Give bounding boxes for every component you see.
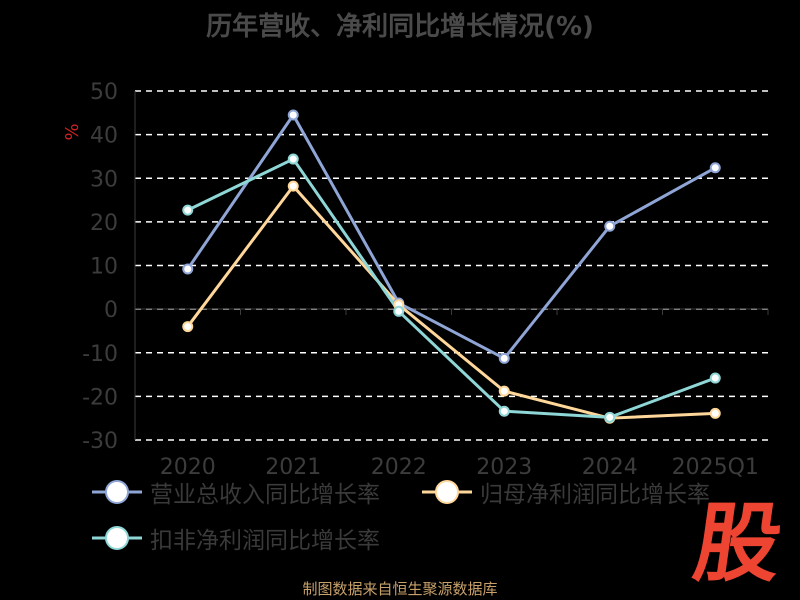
data-point — [498, 385, 510, 397]
data-point — [604, 411, 616, 423]
legend-label: 营业总收入同比增长率 — [150, 482, 380, 508]
x-tick-label: 2020 — [160, 455, 216, 480]
y-tick-label: 40 — [90, 124, 118, 149]
y-tick-label: -10 — [82, 342, 118, 367]
legend-swatch-icon — [92, 480, 142, 504]
legend-item: 扣非净利润同比增长率 — [92, 518, 380, 558]
grid-lines — [135, 90, 768, 441]
data-point — [604, 220, 616, 232]
data-point — [498, 352, 510, 364]
x-tick-label: 2023 — [476, 455, 532, 480]
legend-item: 归母净利润同比增长率 — [422, 472, 710, 512]
series-line — [186, 113, 716, 360]
series-line — [187, 157, 716, 419]
y-tick-label: 10 — [90, 255, 118, 280]
axes: 50 40 30 20 10 0 -10 -20 -30 2020 2021 2022 2023 2024… — [62, 80, 769, 480]
legend-label: 归母净利润同比增长率 — [480, 482, 710, 508]
y-tick-label: -30 — [82, 429, 118, 454]
x-tick-label: 2025Q1 — [672, 455, 759, 480]
data-point — [287, 109, 299, 121]
y-tick-label: 20 — [90, 211, 118, 236]
y-tick-label: 30 — [90, 167, 118, 192]
series-lines — [182, 109, 721, 424]
source-note: 制图数据来自恒生聚源数据库 — [302, 580, 498, 598]
y-tick-label: -20 — [82, 385, 118, 410]
y-axis-label: % — [62, 123, 83, 140]
data-point — [709, 407, 721, 419]
y-tick-label: 50 — [90, 80, 118, 105]
x-tick-label: 2021 — [265, 455, 321, 480]
y-tick-label: 0 — [104, 298, 118, 323]
x-tick-label: 2022 — [371, 455, 427, 480]
legend-swatch-icon — [422, 480, 472, 504]
data-point — [709, 372, 721, 384]
data-point — [182, 321, 194, 333]
logo-badge: 股 — [687, 494, 789, 594]
data-point — [393, 305, 405, 317]
legend-item: 营业总收入同比增长率 — [92, 472, 380, 512]
data-point — [498, 405, 510, 417]
legend-swatch-icon — [92, 526, 142, 550]
data-point — [182, 204, 194, 216]
series-line — [186, 184, 716, 420]
chart-title: 历年营收、净利同比增长情况(%) — [206, 12, 594, 42]
data-point — [182, 263, 194, 275]
data-point — [287, 180, 299, 192]
x-tick-label: 2024 — [582, 455, 638, 480]
data-point — [287, 153, 299, 165]
data-point — [709, 162, 721, 174]
legend-label: 扣非净利润同比增长率 — [150, 528, 380, 554]
